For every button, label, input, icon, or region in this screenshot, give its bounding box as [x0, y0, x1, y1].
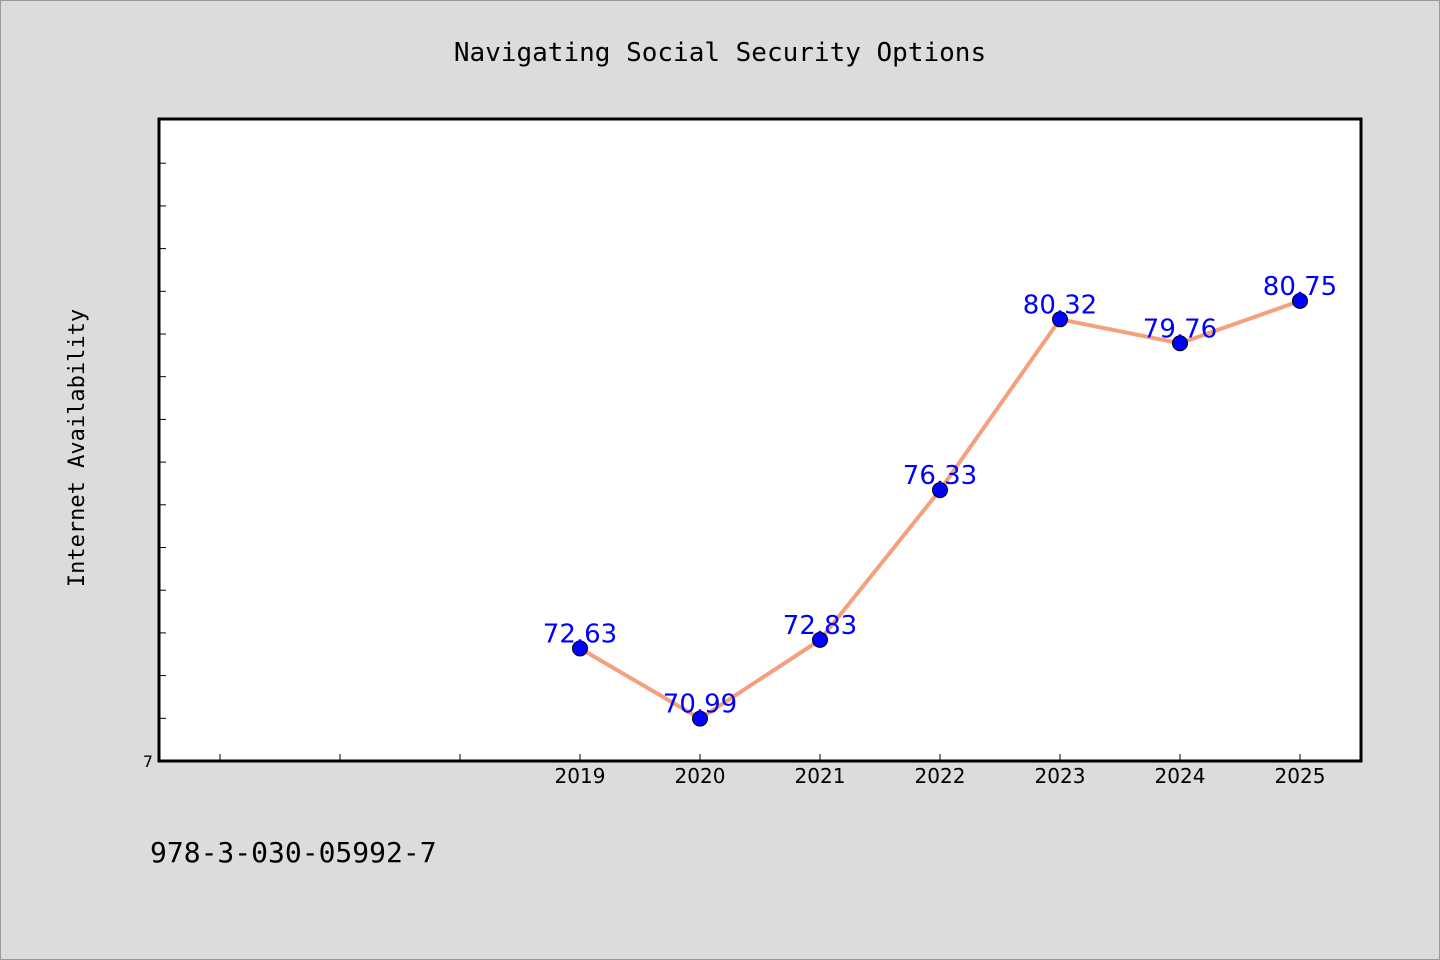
data-point [692, 710, 708, 727]
x-axis-ticks [219, 754, 1301, 761]
series-markers [572, 292, 1308, 727]
data-label: 80.75 [1263, 272, 1337, 302]
data-point [1172, 335, 1188, 352]
data-point [812, 631, 828, 648]
x-tick-label: 2025 [1275, 764, 1326, 788]
y-axis-ticks [159, 162, 166, 719]
data-label: 72.63 [543, 619, 617, 649]
x-axis-tick-labels: 2019 2020 2021 2022 2023 2024 2025 [555, 764, 1326, 788]
data-label: 72.83 [783, 611, 857, 641]
data-label: 76.33 [903, 461, 977, 491]
x-tick-label: 2020 [675, 764, 726, 788]
y-tick-label: 7 [143, 752, 153, 771]
data-label: 80.32 [1023, 290, 1097, 320]
data-point [932, 482, 948, 499]
y-axis-label: Internet Availability [65, 309, 90, 587]
data-label: 70.99 [663, 690, 737, 720]
data-point [572, 640, 588, 657]
data-labels: 72.63 70.99 72.83 76.33 80.32 79.76 80.75 [543, 272, 1337, 720]
plot-area [157, 117, 1363, 763]
x-tick-label: 2024 [1155, 764, 1206, 788]
x-tick-label: 2019 [555, 764, 606, 788]
x-tick-label: 2021 [795, 764, 846, 788]
data-label: 79.76 [1143, 314, 1217, 344]
chart-title: Navigating Social Security Options [454, 38, 986, 68]
isbn-text: 978-3-030-05992-7 [150, 836, 437, 869]
x-tick-label: 2023 [1035, 764, 1086, 788]
x-tick-label: 2022 [915, 764, 966, 788]
data-point [1292, 292, 1308, 309]
data-point [1052, 311, 1068, 328]
